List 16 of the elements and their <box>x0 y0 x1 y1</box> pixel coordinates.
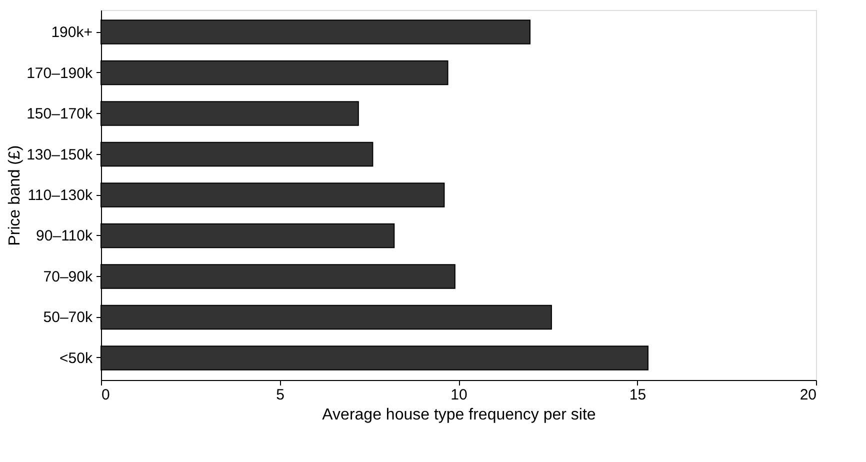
y-tick-label: <50k <box>60 350 93 367</box>
y-tick-label: 90–110k <box>36 228 93 245</box>
y-tick-label: 110–130k <box>28 187 93 204</box>
y-axis-title: Price band (£) <box>6 145 24 246</box>
x-tick-label: 15 <box>629 386 646 404</box>
x-axis-title: Average house type frequency per site <box>322 406 596 424</box>
y-tick-label: 190k+ <box>51 24 93 42</box>
y-tick-label: 170–190k <box>26 64 93 82</box>
x-tick-label: 0 <box>102 386 110 404</box>
x-tick-label: 5 <box>276 386 284 404</box>
y-tick-label: 130–150k <box>26 146 93 164</box>
x-tick-label: 20 <box>800 386 816 404</box>
x-tick-label: 10 <box>450 386 468 404</box>
y-tick-label: 70–90k <box>43 268 93 286</box>
y-tick-label: 50–70k <box>43 309 93 326</box>
y-tick-label: 150–170k <box>26 106 93 122</box>
